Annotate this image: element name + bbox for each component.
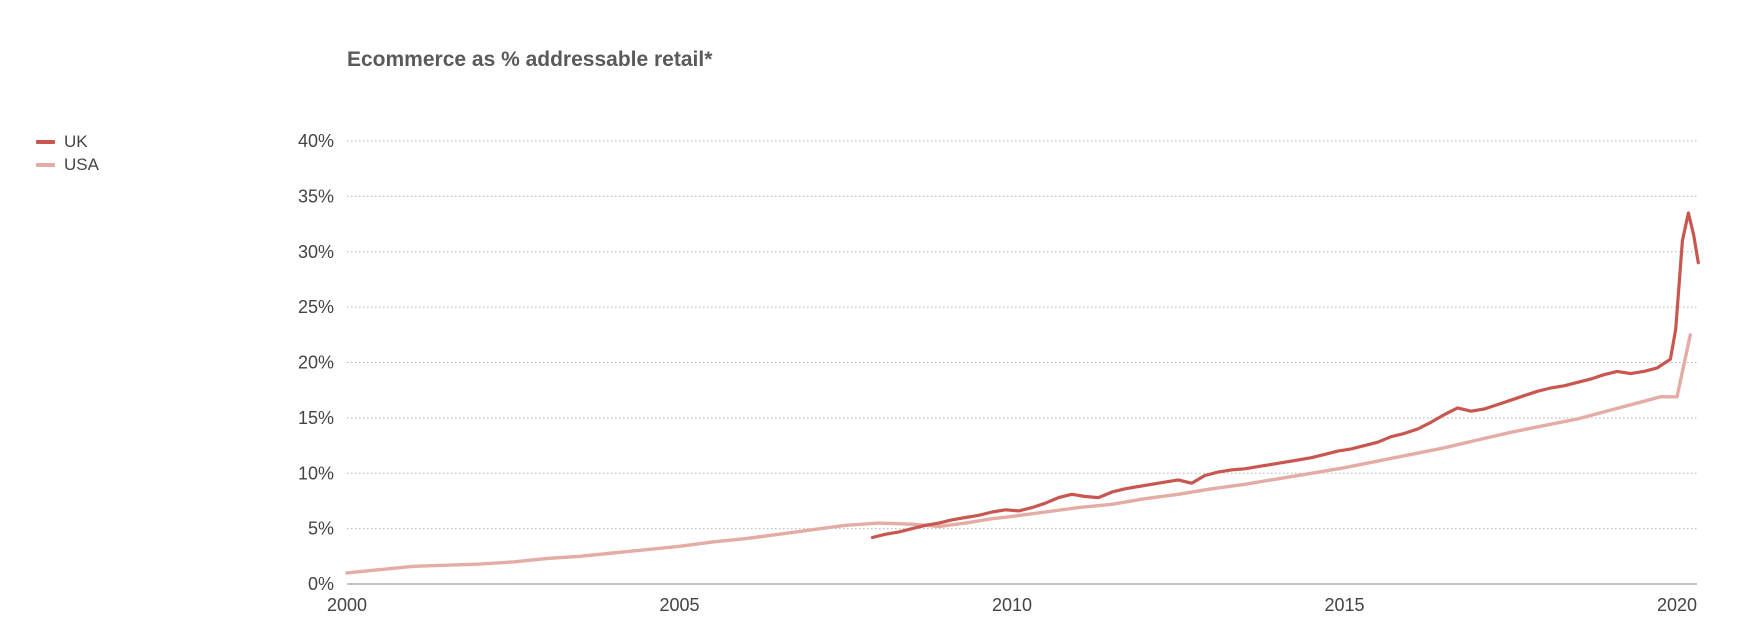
legend-swatch-uk — [36, 139, 55, 144]
y-tick-label: 25% — [298, 297, 334, 317]
x-tick-label: 2010 — [992, 595, 1032, 615]
legend-item-uk: UK — [36, 130, 99, 153]
y-tick-label: 20% — [298, 353, 334, 373]
y-tick-label: 0% — [308, 574, 334, 594]
legend-label-usa: USA — [64, 154, 99, 174]
y-tick-label: 5% — [308, 519, 334, 539]
y-tick-label: 40% — [298, 131, 334, 151]
x-tick-label: 2020 — [1657, 595, 1697, 615]
chart-title: Ecommerce as % addressable retail* — [347, 48, 713, 71]
chart-legend: UK USA — [36, 130, 99, 176]
y-tick-label: 15% — [298, 408, 334, 428]
x-tick-label: 2000 — [327, 595, 367, 615]
legend-label-uk: UK — [64, 131, 88, 151]
y-tick-label: 35% — [298, 186, 334, 206]
y-tick-label: 10% — [298, 463, 334, 483]
series-line-uk — [870, 211, 1700, 540]
series-line-usa — [345, 333, 1692, 575]
x-tick-label: 2015 — [1325, 595, 1365, 615]
legend-swatch-usa — [36, 162, 55, 167]
legend-item-usa: USA — [36, 153, 99, 176]
y-tick-label: 30% — [298, 242, 334, 262]
x-tick-label: 2005 — [659, 595, 699, 615]
